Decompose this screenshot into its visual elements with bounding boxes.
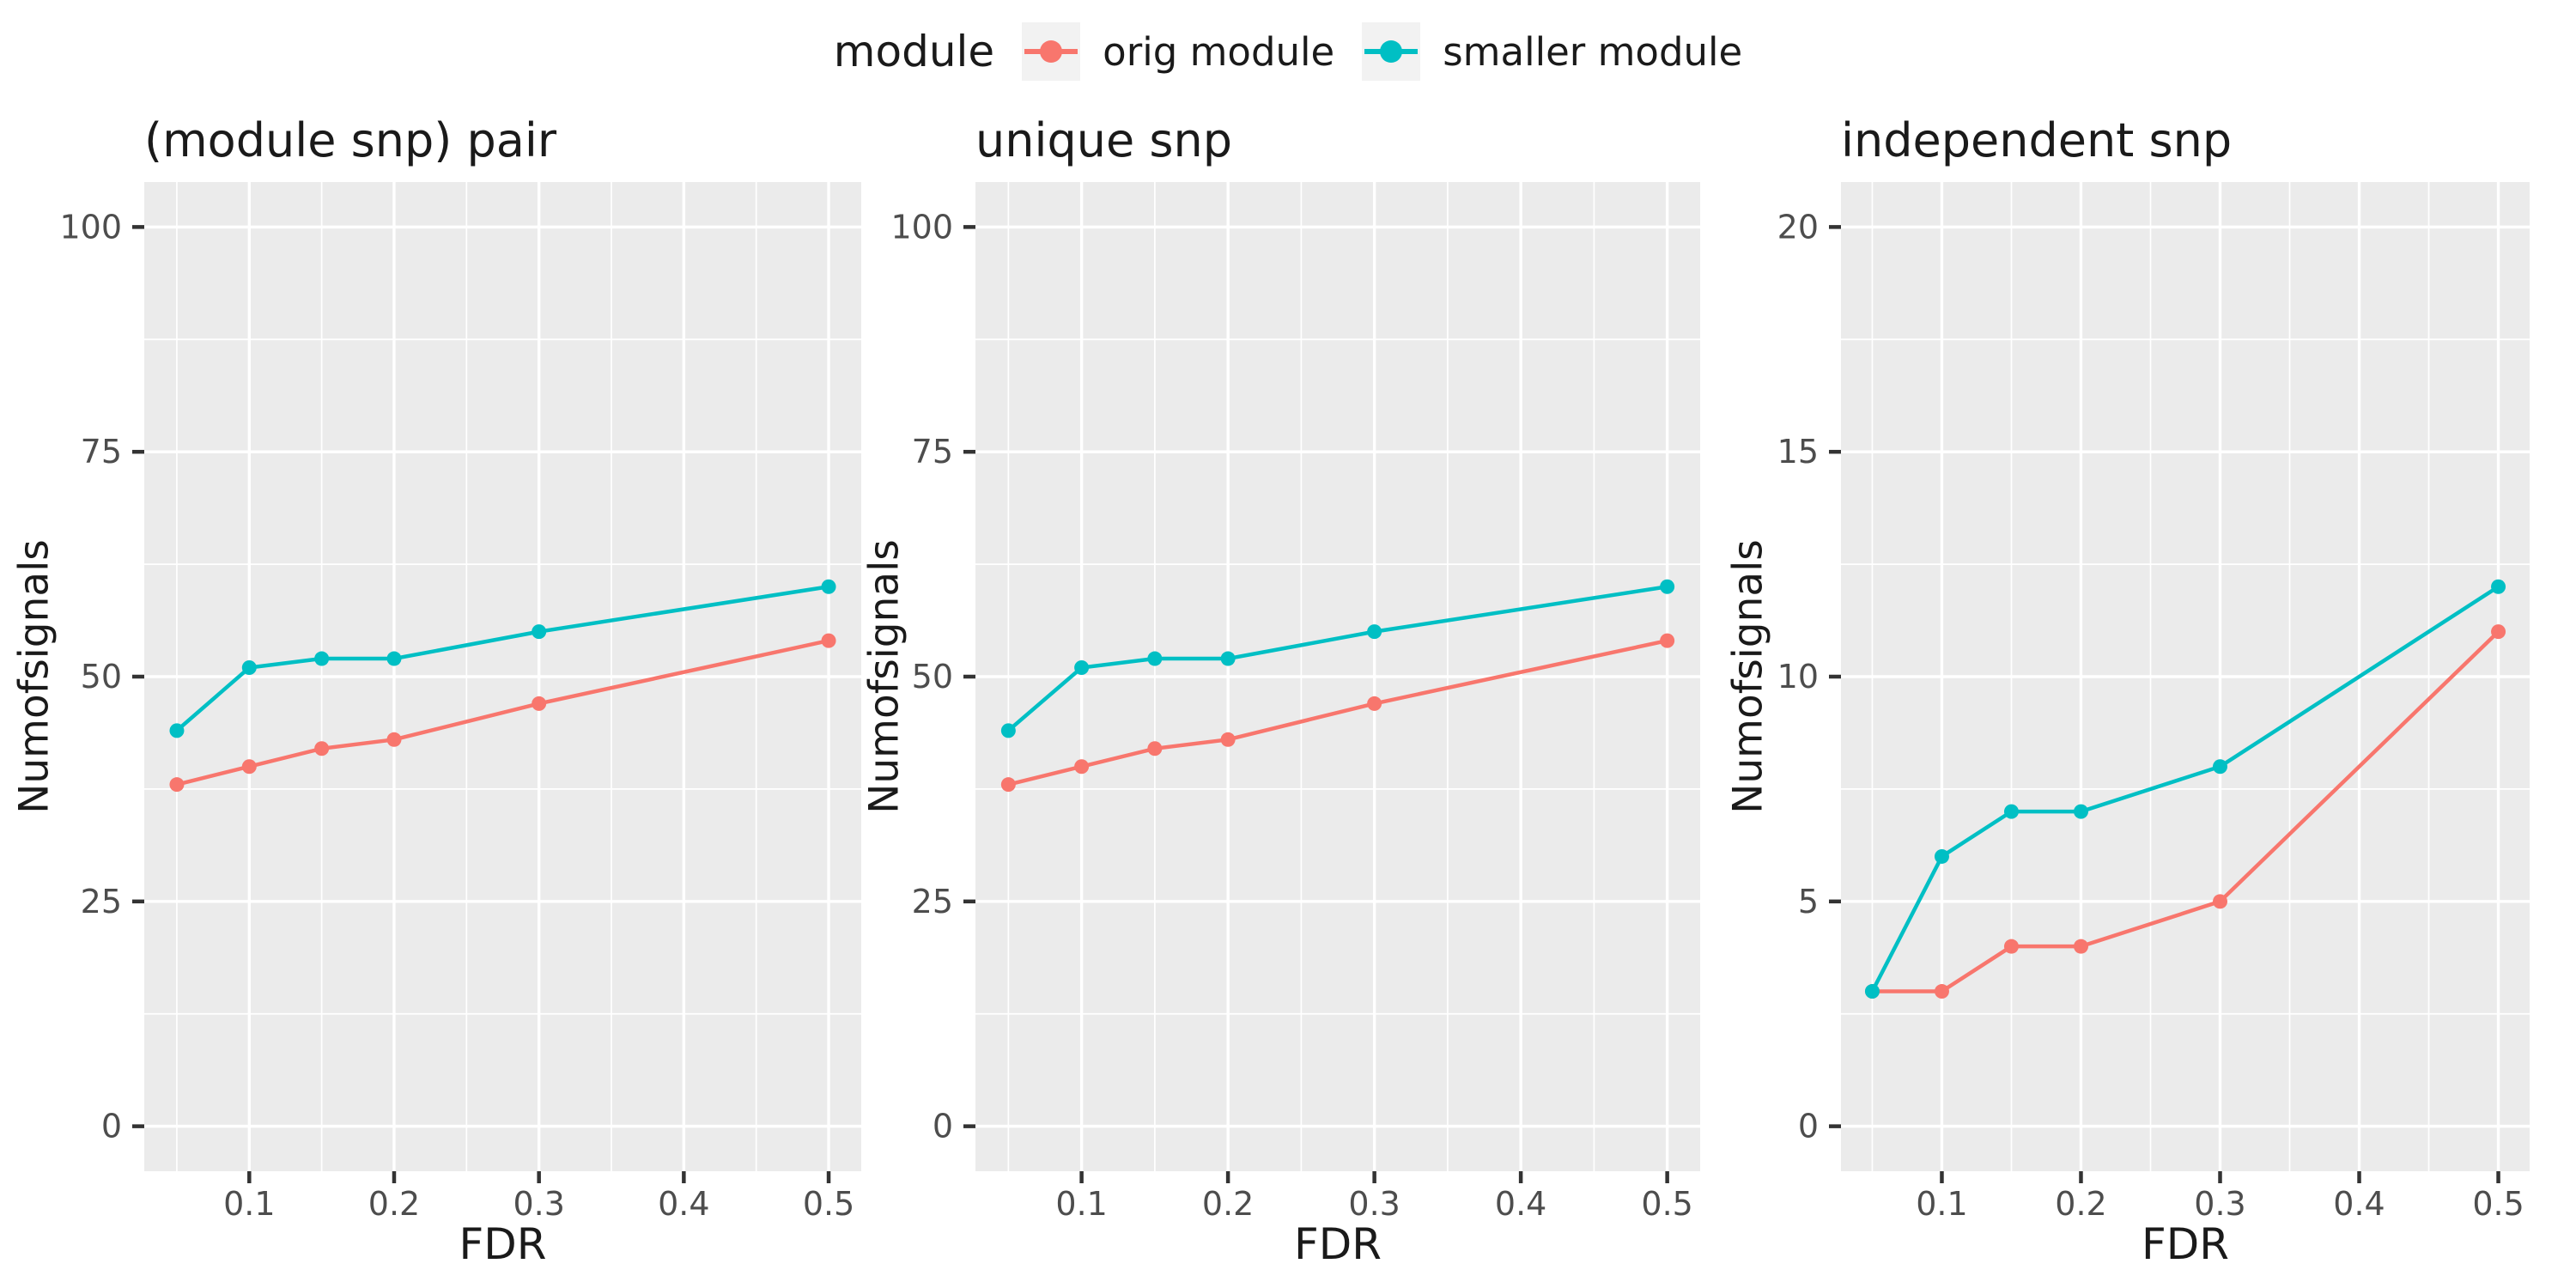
y-tick-label: 75 (912, 433, 953, 471)
y-axis-label: Numofsignals (861, 539, 908, 814)
panel-independent-snp: 0 5 10 15 20 0.1 0.2 0.3 0.4 0.5 independent snp Nu… (1725, 113, 2530, 1269)
y-tick-label: 50 (912, 658, 953, 696)
y-tick-label: 0 (101, 1108, 122, 1145)
legend-point-glyph (1380, 40, 1403, 63)
data-point-smaller-module (314, 651, 330, 666)
y-tick-label: 5 (1798, 883, 1819, 920)
y-tick-label: 25 (81, 883, 122, 920)
data-point-smaller-module (2073, 804, 2088, 819)
data-point-orig-module (1660, 633, 1675, 648)
x-axis-label: FDR (1294, 1219, 1382, 1269)
legend-title: module (833, 27, 995, 76)
data-point-orig-module (2213, 894, 2228, 909)
y-tick-label: 0 (1798, 1108, 1819, 1145)
legend-point-glyph (1040, 40, 1063, 63)
y-axis-label: Numofsignals (1725, 539, 1772, 814)
panel-title: independent snp (1841, 113, 2232, 167)
y-tick-label: 0 (933, 1108, 953, 1145)
x-tick-label: 0.3 (2194, 1185, 2245, 1223)
x-tick-label: 0.1 (1055, 1185, 1107, 1223)
x-tick-label: 0.5 (803, 1185, 854, 1223)
y-tick-label: 75 (81, 433, 122, 471)
y-tick-label: 10 (1777, 658, 1819, 696)
data-point-smaller-module (169, 723, 185, 738)
data-point-orig-module (2003, 939, 2019, 954)
data-point-orig-module (1000, 777, 1016, 793)
data-point-orig-module (2073, 939, 2088, 954)
data-point-smaller-module (1074, 660, 1090, 676)
x-axis-label: FDR (2142, 1219, 2229, 1269)
data-point-smaller-module (2003, 804, 2019, 819)
data-point-smaller-module (532, 624, 547, 640)
series-line-smaller-module (175, 585, 829, 732)
data-point-orig-module (1074, 759, 1090, 775)
data-point-smaller-module (1147, 651, 1163, 666)
x-axis-label: FDR (459, 1219, 546, 1269)
panel-title: (module snp) pair (144, 113, 557, 167)
data-point-orig-module (1367, 696, 1382, 711)
series-line-orig-module (176, 638, 829, 787)
data-point-smaller-module (2491, 579, 2506, 594)
data-point-orig-module (821, 633, 836, 648)
x-tick-label: 0.3 (513, 1185, 564, 1223)
data-point-smaller-module (241, 660, 257, 676)
x-tick-label: 0.2 (1202, 1185, 1254, 1223)
data-point-orig-module (532, 696, 547, 711)
x-tick-label: 0.4 (2333, 1185, 2385, 1223)
data-point-orig-module (1220, 732, 1236, 747)
x-tick-label: 0.1 (1916, 1185, 1967, 1223)
data-point-smaller-module (1864, 984, 1880, 999)
x-tick-label: 0.4 (1495, 1185, 1546, 1223)
y-tick-label: 25 (912, 883, 953, 920)
data-point-orig-module (314, 741, 330, 756)
data-point-smaller-module (2213, 759, 2228, 775)
data-point-smaller-module (821, 579, 836, 594)
y-tick-label: 20 (1777, 208, 1819, 246)
y-tick-label: 100 (890, 208, 953, 246)
data-point-orig-module (1934, 984, 1949, 999)
x-tick-label: 0.2 (2055, 1185, 2106, 1223)
series-line-smaller-module (1870, 585, 2500, 993)
legend: module orig module smaller module (0, 12, 2576, 91)
data-point-smaller-module (1934, 848, 1949, 864)
data-point-smaller-module (1367, 624, 1382, 640)
x-tick-label: 0.4 (658, 1185, 709, 1223)
panel-module-snp-pair: 0 25 50 75 100 0.1 0.2 0.3 0.4 0.5 (module snp) pa… (11, 113, 861, 1269)
y-tick-label: 50 (81, 658, 122, 696)
legend-item-orig-module: orig module (1022, 22, 1334, 81)
data-point-smaller-module (386, 651, 402, 666)
series-line-orig-module (1007, 638, 1668, 787)
y-tick-label: 100 (59, 208, 122, 246)
legend-item-smaller-module: smaller module (1362, 22, 1742, 81)
legend-key-orig-module-icon (1022, 22, 1081, 81)
data-point-smaller-module (1220, 651, 1236, 666)
data-point-smaller-module (1660, 579, 1675, 594)
data-point-orig-module (1147, 741, 1163, 756)
data-point-orig-module (2491, 624, 2506, 640)
y-tick-label: 15 (1777, 433, 1819, 471)
x-tick-label: 0.5 (2472, 1185, 2524, 1223)
panel-title: unique snp (975, 113, 1232, 167)
x-tick-label: 0.3 (1348, 1185, 1400, 1223)
data-point-smaller-module (1000, 723, 1016, 738)
x-tick-label: 0.1 (223, 1185, 275, 1223)
series-line-smaller-module (1006, 585, 1668, 732)
legend-item-label: smaller module (1443, 28, 1743, 75)
legend-key-smaller-module-icon (1362, 22, 1421, 81)
series-line-orig-module (1872, 630, 2500, 993)
y-axis-label: Numofsignals (11, 539, 58, 814)
data-point-orig-module (241, 759, 257, 775)
x-tick-label: 0.5 (1641, 1185, 1692, 1223)
data-point-orig-module (386, 732, 402, 747)
panel-unique-snp: 0 25 50 75 100 0.1 0.2 0.3 0.4 0.5 unique snp Numof… (861, 113, 1700, 1269)
legend-item-label: orig module (1103, 28, 1335, 75)
x-tick-label: 0.2 (368, 1185, 420, 1223)
data-point-orig-module (169, 777, 185, 793)
